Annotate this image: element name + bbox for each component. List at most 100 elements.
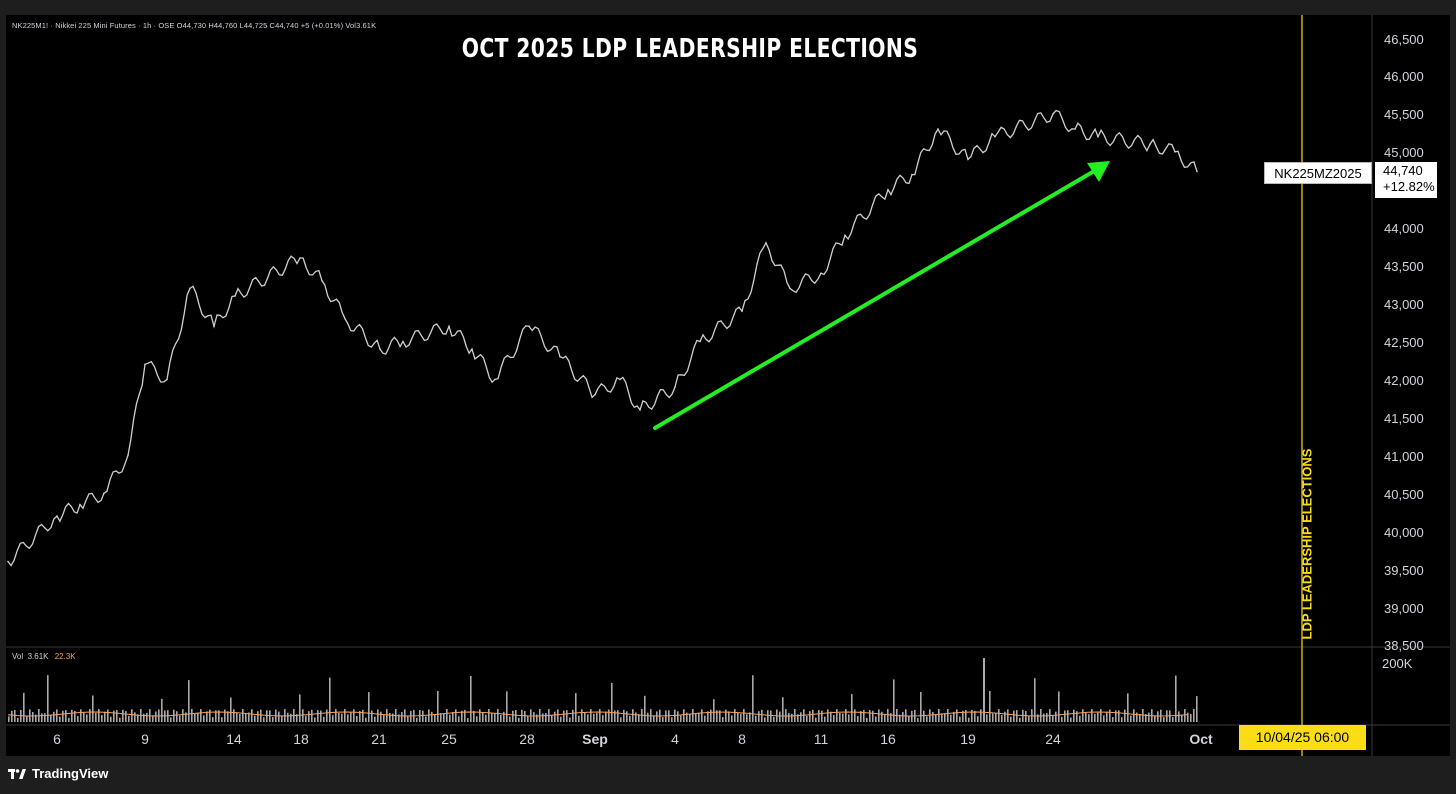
price-tick-label: 40,000 (1384, 525, 1424, 540)
volume-bar (287, 712, 289, 722)
volume-legend-value: 3.61K (27, 652, 49, 661)
trend-arrow[interactable] (653, 161, 1110, 430)
volume-bar (725, 709, 727, 722)
volume-bar (467, 718, 469, 722)
volume-bar (635, 712, 637, 722)
price-point (471, 348, 473, 350)
volume-bar (722, 717, 724, 722)
time-scale[interactable]: 6 9 14 18 21 25 28 Sep 4 8 11 16 19 24 Oct (53, 731, 1213, 747)
volume-bar (251, 709, 253, 722)
volume-bar (329, 677, 331, 722)
volume-bar (47, 675, 49, 722)
volume-bar (152, 715, 154, 722)
volume-bar (1109, 709, 1111, 722)
volume-bar (146, 712, 148, 722)
volume-bar (1184, 709, 1186, 722)
volume-bar (299, 694, 301, 722)
price-tick-label: 46,500 (1384, 32, 1424, 47)
volume-legend[interactable]: Vol 3.61K 22.3K (12, 652, 76, 661)
volume-bar (476, 716, 478, 722)
trend-arrow-shaft[interactable] (653, 168, 1098, 430)
volume-bar (59, 716, 61, 722)
volume-bar (542, 713, 544, 722)
volume-bar (692, 709, 694, 722)
date-tick-label: 18 (293, 731, 309, 747)
volume-bar (608, 709, 610, 722)
volume-bar (122, 709, 124, 722)
volume-bar (569, 717, 571, 722)
volume-bar (479, 709, 481, 722)
volume-bar (512, 710, 514, 722)
volume-bar (845, 709, 847, 722)
volume-bar (944, 713, 946, 722)
volume-bar (263, 717, 265, 722)
volume-bar (698, 712, 700, 722)
volume-bar (908, 716, 910, 722)
volume-bar (311, 709, 313, 722)
volume-bar (962, 710, 964, 722)
volume-bar (32, 712, 34, 722)
date-tick-label: 21 (371, 731, 387, 747)
volume-bar (623, 709, 625, 722)
last-price-badge: 44,740 +12.82% (1375, 162, 1437, 198)
volume-bar (662, 717, 664, 722)
volume-bar (1034, 678, 1036, 722)
volume-bar (968, 717, 970, 722)
volume-bar (269, 710, 271, 722)
volume-bar (272, 717, 274, 722)
volume-bar (788, 712, 790, 722)
volume-series (7, 658, 1198, 722)
volume-bar (338, 712, 340, 722)
price-point (1097, 135, 1099, 138)
tradingview-brand[interactable]: TradingView (8, 766, 108, 781)
volume-bar (497, 709, 499, 722)
price-scale[interactable]: 46,500 46,000 45,500 45,000 44,000 43,500 43,0… (1384, 32, 1424, 653)
volume-bar (1067, 710, 1069, 722)
volume-bar (191, 709, 193, 722)
volume-bar (335, 709, 337, 722)
volume-bar (611, 682, 613, 722)
volume-bar (128, 715, 130, 722)
volume-bar (392, 713, 394, 722)
volume-bar (719, 710, 721, 722)
price-point (594, 393, 596, 396)
trend-arrow-head[interactable] (1087, 161, 1110, 182)
price-point (1052, 113, 1054, 115)
volume-bar (71, 709, 73, 722)
volume-bar (356, 716, 358, 722)
volume-bar (689, 714, 691, 722)
volume-bar (176, 711, 178, 722)
volume-bar (491, 713, 493, 722)
volume-bar (563, 710, 565, 722)
volume-bar (1019, 717, 1021, 722)
volume-bar (1136, 712, 1138, 722)
volume-bar (107, 709, 109, 722)
date-tick-label: 11 (814, 731, 829, 747)
price-tick-label: 45,500 (1384, 107, 1424, 122)
volume-bar (854, 709, 856, 722)
volume-bar (755, 715, 757, 722)
price-line[interactable] (7, 109, 1198, 567)
volume-bar (584, 712, 586, 722)
symbol-legend[interactable]: NK225M1! · Nikkei 225 Mini Futures · 1h … (12, 21, 377, 30)
volume-bar (695, 714, 697, 722)
volume-bar (80, 709, 82, 722)
volume-bar (173, 709, 175, 722)
volume-bar (809, 711, 811, 722)
volume-bar (1118, 710, 1120, 722)
volume-bar (485, 714, 487, 722)
volume-bar (1094, 713, 1096, 722)
volume-bar (1079, 715, 1081, 722)
volume-bar (1139, 714, 1141, 722)
volume-bar (629, 715, 631, 722)
volume-bar (215, 710, 217, 722)
volume-bar (965, 710, 967, 722)
volume-bar (197, 712, 199, 722)
last-change: +12.82% (1383, 179, 1435, 194)
volume-bar (371, 710, 373, 722)
volume-bar (494, 713, 496, 722)
volume-bar (434, 714, 436, 722)
volume-bar (326, 709, 328, 722)
volume-bar (977, 716, 979, 722)
volume-bar (302, 709, 304, 722)
